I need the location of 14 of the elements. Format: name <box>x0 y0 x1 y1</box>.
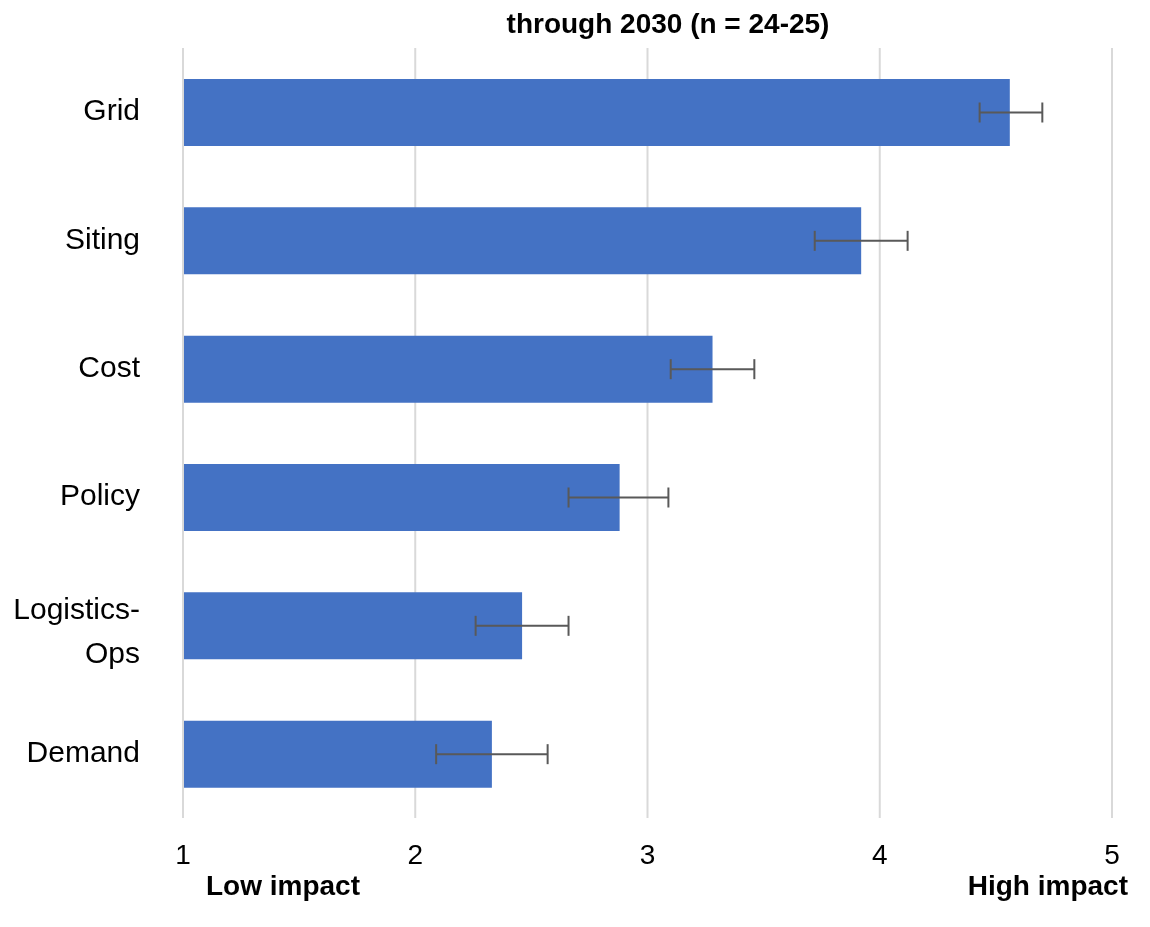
x-tick-label: 4 <box>871 838 888 870</box>
y-tick-label: Demand <box>26 734 140 768</box>
x-tick-label: 1 <box>175 838 191 870</box>
chart-title: through 2030 (n = 24-25) <box>505 8 831 40</box>
x-tick-label: 2 <box>407 838 424 870</box>
y-tick-label: Siting <box>64 221 140 255</box>
y-tick-label: Logistics-Ops <box>13 591 140 669</box>
y-tick-label: Cost <box>78 349 141 383</box>
x-tick-label: 3 <box>639 838 656 870</box>
text: High impact <box>967 870 1128 902</box>
text: Low impact <box>206 870 361 902</box>
y-tick-label: Policy <box>59 478 140 512</box>
y-tick-label: Grid <box>83 93 140 127</box>
x-tick-label: 5 <box>1104 838 1120 870</box>
